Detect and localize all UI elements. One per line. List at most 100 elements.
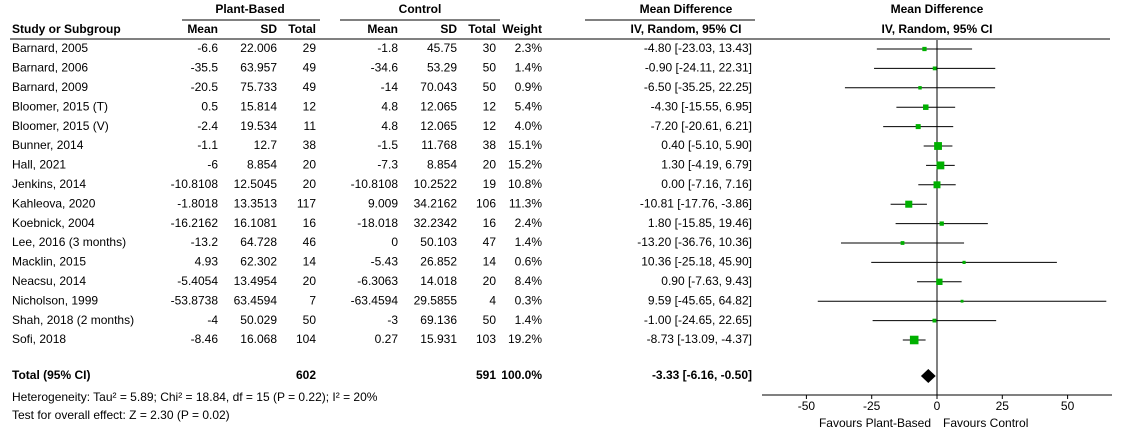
- total-label: Total (95% CI): [12, 368, 90, 382]
- cell: 12: [483, 119, 497, 133]
- cell: 38: [303, 138, 317, 152]
- cell: 0.5: [201, 99, 218, 113]
- cell: 7: [309, 293, 316, 307]
- cell: 53.29: [427, 61, 457, 75]
- cell: 16: [483, 216, 497, 230]
- cell: -8.46: [191, 332, 219, 346]
- effect-square: [905, 200, 913, 208]
- x-tick-label: 0: [934, 399, 941, 413]
- x-tick-label: -50: [798, 399, 816, 413]
- overall-effect: Test for overall effect: Z = 2.30 (P = 0…: [12, 408, 230, 422]
- cell: 1.4%: [515, 235, 543, 249]
- cell: -13.20 [-36.76, 10.36]: [637, 235, 752, 249]
- cell: -6.3063: [357, 274, 398, 288]
- cell: 50: [483, 313, 497, 327]
- cell: 12: [483, 99, 497, 113]
- cell: 19.534: [240, 119, 277, 133]
- cell: 14: [303, 255, 317, 269]
- cell: 4: [489, 293, 496, 307]
- cell: -1.5: [377, 138, 398, 152]
- study-name: Bloomer, 2015 (V): [12, 119, 109, 133]
- column-header: IV, Random, 95% CI: [631, 22, 742, 36]
- column-header: Weight: [502, 22, 542, 36]
- effect-square: [939, 221, 944, 226]
- cell: 104: [296, 332, 316, 346]
- cell: -6: [207, 158, 218, 172]
- cell: 19.2%: [508, 332, 542, 346]
- cell: -10.81 [-17.76, -3.86]: [640, 196, 752, 210]
- cell: 9.59 [-45.65, 64.82]: [648, 293, 752, 307]
- cell: 50: [483, 61, 497, 75]
- cell: 49: [303, 80, 317, 94]
- cell: 11.3%: [509, 196, 542, 210]
- cell: 20: [303, 158, 317, 172]
- cell: 0: [391, 235, 398, 249]
- study-name: Nicholson, 1999: [12, 293, 98, 307]
- cell: 12.065: [420, 119, 457, 133]
- cell: -4: [207, 313, 218, 327]
- study-name: Barnard, 2005: [12, 41, 88, 55]
- cell: 63.957: [240, 61, 277, 75]
- cell: 1.80 [-15.85, 19.46]: [648, 216, 752, 230]
- cell: 64.728: [240, 235, 277, 249]
- cell: 4.8: [381, 99, 398, 113]
- cell: 11.768: [421, 138, 457, 152]
- cell: 4.0%: [515, 119, 543, 133]
- study-name: Barnard, 2006: [12, 61, 88, 75]
- cell: -20.5: [191, 80, 219, 94]
- cell: 13.3513: [234, 196, 278, 210]
- cell: 34.2162: [414, 196, 458, 210]
- cell: 30: [483, 41, 497, 55]
- column-header: Mean: [367, 22, 398, 36]
- cell: -13.2: [191, 235, 219, 249]
- favours-left: Favours Plant-Based: [819, 416, 931, 430]
- cell: 12.7: [254, 138, 278, 152]
- cell: 29.5855: [414, 293, 458, 307]
- column-header: Study or Subgroup: [12, 22, 121, 36]
- cell: -53.8738: [171, 293, 219, 307]
- plot-title: Mean Difference: [891, 2, 984, 16]
- cell: 70.043: [420, 80, 457, 94]
- cell: 75.733: [240, 80, 277, 94]
- cell: 15.1%: [508, 138, 542, 152]
- cell: -35.5: [191, 61, 219, 75]
- cell: -1.00 [-24.65, 22.65]: [644, 313, 752, 327]
- cell: -4.80 [-23.03, 13.43]: [644, 41, 752, 55]
- study-name: Barnard, 2009: [12, 80, 88, 94]
- cell: 0.27: [375, 332, 399, 346]
- effect-square: [909, 335, 919, 345]
- study-name: Bloomer, 2015 (T): [12, 99, 108, 113]
- cell: 0.6%: [515, 255, 543, 269]
- cell: 4.93: [195, 255, 219, 269]
- cell: -6.50 [-35.25, 22.25]: [644, 80, 752, 94]
- cell: 103: [476, 332, 496, 346]
- cell: 69.136: [420, 313, 457, 327]
- cell: 8.854: [427, 158, 457, 172]
- cell: 0.9%: [515, 80, 543, 94]
- cell: 62.302: [240, 255, 277, 269]
- cell: 1.4%: [515, 313, 543, 327]
- forest-plot: Mean Difference IV, Random, 95% CI -50 -25 0…: [762, 2, 1112, 430]
- cell: 47: [483, 235, 497, 249]
- cell: 12: [303, 99, 317, 113]
- column-header: Total: [288, 22, 316, 36]
- effect-square: [960, 299, 964, 303]
- cell: 63.4594: [234, 293, 278, 307]
- cell: 32.2342: [414, 216, 458, 230]
- cell: 15.931: [420, 332, 457, 346]
- x-tick-label: 50: [1061, 399, 1075, 413]
- study-name: Neacsu, 2014: [12, 274, 86, 288]
- cell: -6.6: [197, 41, 218, 55]
- effect-square: [932, 318, 937, 323]
- cell: -10.8108: [351, 177, 399, 191]
- cell: -18.018: [357, 216, 398, 230]
- study-name: Kahleova, 2020: [12, 196, 96, 210]
- cell: 46: [303, 235, 317, 249]
- study-name: Sofi, 2018: [12, 332, 66, 346]
- cell: 50.029: [240, 313, 277, 327]
- study-table: Plant-Based Control Mean Difference Study o…: [10, 2, 1110, 422]
- cell: -2.4: [197, 119, 218, 133]
- cell: 16: [303, 216, 317, 230]
- effect-square: [934, 142, 942, 150]
- cell: 20: [483, 274, 497, 288]
